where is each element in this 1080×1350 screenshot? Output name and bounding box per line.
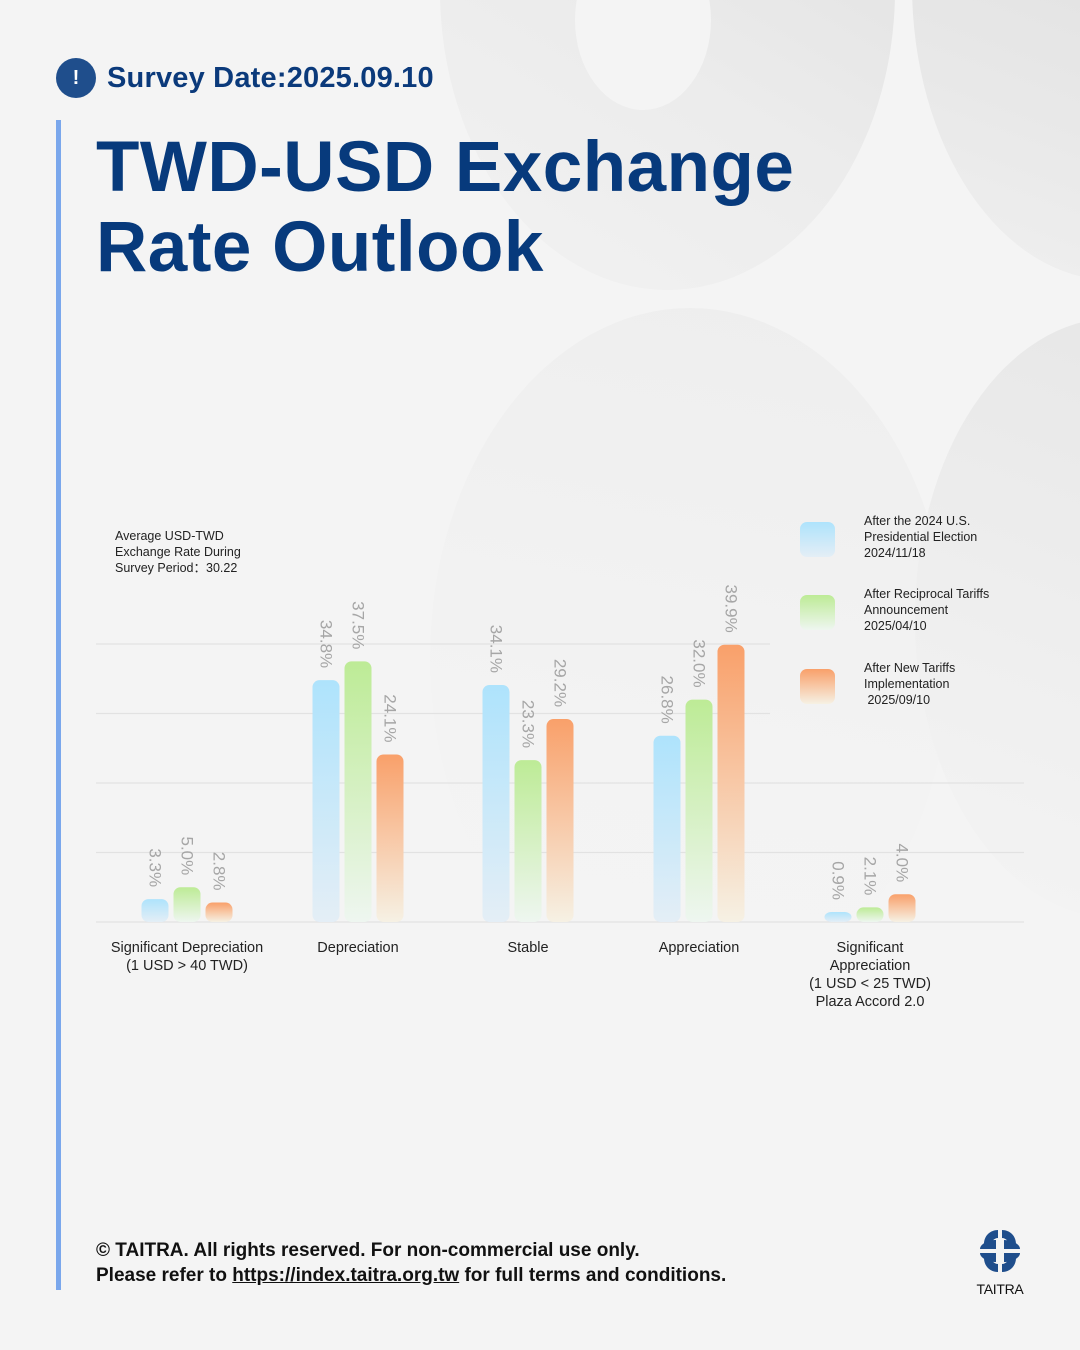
logo-text: TAITRA [976,1281,1024,1297]
average-rate-note: Average USD-TWD Exchange Rate During Sur… [115,528,241,576]
bar-series1-cat4 [653,735,681,922]
bar-series3-cat3 [546,719,574,922]
legend-label: After New Tariffs Implementation 2025/09/… [864,660,1044,708]
value-label: 2.8% [210,852,229,891]
value-label: 5.0% [178,837,197,876]
survey-date: Survey Date:2025.09.10 [107,61,434,94]
legend-label-line: 2025/04/10 [864,619,927,633]
legend-label-line: 2025/09/10 [864,693,931,707]
page-title: TWD-USD Exchange Rate Outlook [96,128,794,288]
legend-label-line: Implementation [864,677,950,691]
legend-swatch [800,669,835,704]
accent-line [56,120,61,1290]
bar-series3-cat2 [376,754,404,922]
category-label-line: Appreciation [829,958,911,974]
category-label-line: (1 USD < 25 TWD) [809,976,931,992]
terms-prefix: Please refer to [96,1265,233,1286]
bar-series1-cat1 [141,899,169,922]
bars [141,644,916,922]
value-label: 0.9% [829,861,848,900]
category-label-line: Stable [507,940,549,956]
bar-series2-cat4 [685,699,713,922]
legend-label-line: Presidential Election [864,530,978,544]
legend-label: After the 2024 U.S. Presidential Election… [864,513,1044,561]
legend-item: After the 2024 U.S. Presidential Election… [800,514,977,560]
category-label: Significant Depreciation (1 USD > 40 TWD) [87,939,287,975]
legend-swatch [800,522,835,557]
value-label: 34.1% [487,625,506,673]
legend-label-line: After the 2024 U.S. [864,514,971,528]
bar-series2-cat1 [173,887,201,922]
bar-series1-cat3 [482,685,510,922]
bar-series3-cat5 [888,894,916,922]
legend-label-line: After Reciprocal Tariffs [864,587,990,601]
copyright-text: © TAITRA. All rights reserved. For non-c… [96,1240,640,1261]
value-label: 32.0% [690,639,709,687]
footer: © TAITRA. All rights reserved. For non-c… [96,1238,726,1288]
value-label: 3.3% [146,848,165,887]
survey-date-row: ! Survey Date:2025.09.10 [56,58,434,98]
bar-series1-cat5 [824,912,852,922]
value-label: 24.1% [381,694,400,742]
category-label: Stable [428,939,628,957]
bar-series2-cat2 [344,661,372,922]
value-label: 26.8% [658,676,677,724]
category-label-line: Depreciation [317,940,399,956]
legend-item: After Reciprocal Tariffs Announcement 2025… [800,587,989,633]
category-label: Depreciation [258,939,458,957]
terms-suffix: for full terms and conditions. [459,1265,727,1286]
note-line-3: Survey Period：30.22 [115,561,238,575]
exclamation-icon: ! [56,58,96,98]
category-label-line: Significant [836,940,904,956]
category-label-line: Significant Depreciation [110,940,264,956]
value-label: 4.0% [893,843,912,882]
category-label: Appreciation [599,939,799,957]
exclamation-glyph: ! [72,66,80,89]
category-label-line: Appreciation [658,940,740,956]
bar-series3-cat1 [205,902,233,922]
bar-series2-cat3 [514,760,542,922]
value-label: 34.8% [317,620,336,668]
taitra-logo: TAITRA [974,1228,1026,1297]
terms-link[interactable]: https://index.taitra.org.tw [232,1265,460,1286]
legend-label: After Reciprocal Tariffs Announcement 2025… [864,586,1044,634]
note-line-2: Exchange Rate During [115,545,241,559]
value-label: 23.3% [519,700,538,748]
value-labels: 3.3% 34.8% 34.1% 26.8% 0.9% 5.0% 37.5% 23.3% 32.… [146,584,912,900]
legend-label-line: 2024/11/18 [864,546,926,560]
value-label: 29.2% [551,659,570,707]
note-line-1: Average USD-TWD [115,529,224,543]
value-label: 2.1% [861,857,880,896]
bar-series3-cat4 [717,644,745,922]
bar-series1-cat2 [312,680,340,922]
legend-label-line: Announcement [864,603,949,617]
legend-label-line: After New Tariffs [864,661,956,675]
title-line-1: TWD-USD Exchange [96,128,795,207]
value-label: 39.9% [722,584,741,632]
category-label: Significant Appreciation (1 USD < 25 TWD) P… [770,939,970,1011]
value-label: 37.5% [349,601,368,649]
terms-text: Please refer to https://index.taitra.org… [96,1263,726,1288]
taitra-logo-icon [980,1230,1020,1272]
category-label-line: (1 USD > 40 TWD) [126,958,248,974]
category-label-line: Plaza Accord 2.0 [815,994,925,1010]
legend-swatch [800,595,835,630]
legend-item: After New Tariffs Implementation 2025/09/… [800,661,955,707]
bar-series2-cat5 [856,907,884,922]
title-line-2: Rate Outlook [96,208,544,287]
